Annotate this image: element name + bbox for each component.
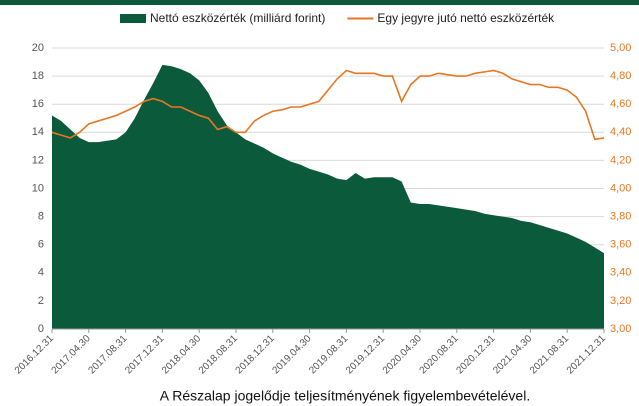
y2-tick-label: 4,20 [610, 154, 631, 166]
y-tick-label: 8 [38, 211, 44, 223]
legend-label: Nettó eszközérték (milliárd forint) [150, 11, 325, 25]
y2-tick-label: 5,00 [610, 42, 631, 54]
y2-tick-label: 4,80 [610, 70, 631, 82]
y2-tick-label: 3,80 [610, 211, 631, 223]
y-tick-label: 0 [38, 323, 44, 335]
y2-tick-label: 3,60 [610, 239, 631, 251]
y-tick-label: 4 [38, 267, 44, 279]
y-tick-label: 18 [32, 70, 44, 82]
y-tick-label: 6 [38, 239, 44, 251]
y-tick-label: 14 [32, 126, 44, 138]
y-tick-label: 12 [32, 154, 44, 166]
y2-tick-label: 4,60 [610, 98, 631, 110]
y-tick-label: 2 [38, 295, 44, 307]
y-tick-label: 10 [32, 182, 44, 194]
legend-label: Egy jegyre jutó nettó eszközérték [377, 11, 555, 25]
top-band [0, 0, 639, 5]
y2-tick-label: 4,40 [610, 126, 631, 138]
area [52, 64, 604, 330]
y2-tick-label: 3,20 [610, 295, 631, 307]
y2-tick-label: 3,00 [610, 323, 631, 335]
y-tick-label: 16 [32, 98, 44, 110]
legend-swatch [120, 14, 146, 23]
y-tick-label: 20 [32, 42, 44, 54]
y2-tick-label: 4,00 [610, 182, 631, 194]
footnote: A Részalap jogelődje teljesítményének fi… [160, 388, 530, 404]
y2-tick-label: 3,40 [610, 267, 631, 279]
x-tick-label: 2021.12.31 [565, 333, 608, 376]
line [51, 69, 605, 141]
